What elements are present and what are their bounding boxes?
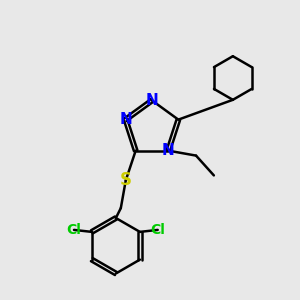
Text: Cl: Cl (67, 223, 81, 237)
Text: N: N (146, 93, 158, 108)
Text: Cl: Cl (150, 223, 165, 237)
Text: N: N (119, 112, 132, 127)
Text: S: S (120, 171, 132, 189)
Text: N: N (162, 143, 175, 158)
